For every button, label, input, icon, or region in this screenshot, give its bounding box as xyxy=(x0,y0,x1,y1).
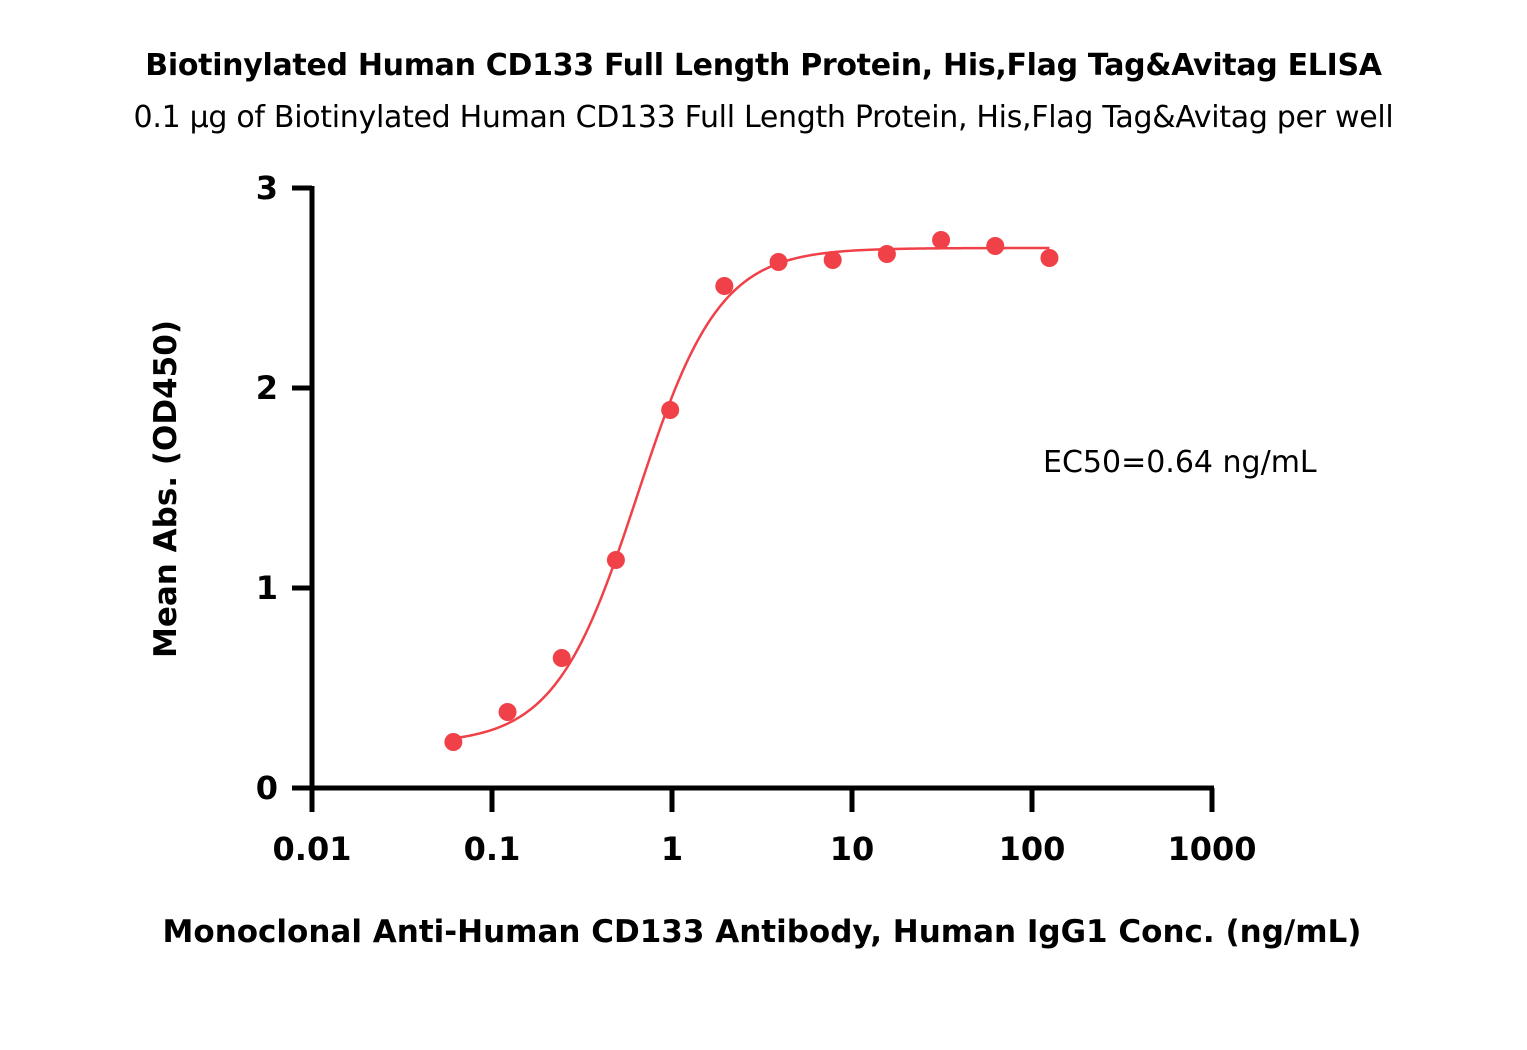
ec50-annotation: EC50=0.64 ng/mL xyxy=(1043,445,1317,480)
x-tick-label: 10 xyxy=(830,830,875,868)
data-point xyxy=(715,277,734,295)
x-tick-label: 100 xyxy=(999,830,1066,868)
y-axis-label: Mean Abs. (OD450) xyxy=(148,320,184,658)
y-tick-label: 2 xyxy=(256,369,278,407)
fit-curve xyxy=(453,246,1050,740)
data-point xyxy=(498,703,517,721)
data-point xyxy=(823,251,842,269)
data-point xyxy=(877,245,896,263)
y-ticks: 0 1 2 3 xyxy=(256,169,312,807)
data-point xyxy=(552,649,571,667)
x-tick-label: 0.01 xyxy=(273,830,352,868)
y-tick-label: 1 xyxy=(256,569,278,607)
y-tick-label: 0 xyxy=(256,769,278,807)
x-tick-label: 1 xyxy=(661,830,683,868)
data-point xyxy=(769,253,788,271)
chart-title: Biotinylated Human CD133 Full Length Pro… xyxy=(145,48,1382,83)
data-point xyxy=(1040,249,1059,267)
x-ticks: 0.01 0.1 1 10 100 1000 xyxy=(273,788,1257,868)
data-point xyxy=(444,733,463,751)
data-point xyxy=(986,237,1005,255)
chart-subtitle: 0.1 μg of Biotinylated Human CD133 Full … xyxy=(133,100,1394,135)
y-tick-label: 3 xyxy=(256,169,278,207)
x-tick-label: 0.1 xyxy=(464,830,521,868)
data-points xyxy=(444,231,1059,751)
x-axis-label: Monoclonal Anti-Human CD133 Antibody, Hu… xyxy=(163,914,1362,950)
data-point xyxy=(661,401,680,419)
x-tick-label: 1000 xyxy=(1167,830,1256,868)
axes xyxy=(309,186,1214,791)
data-point xyxy=(932,231,951,249)
data-point xyxy=(606,551,625,569)
